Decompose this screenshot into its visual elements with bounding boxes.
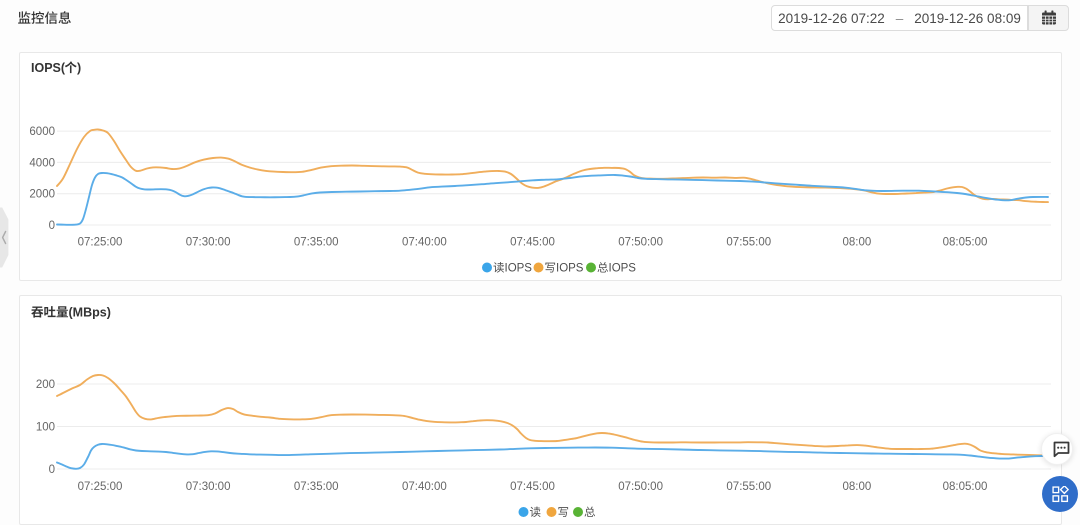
svg-text:07:50:00: 07:50:00 [618, 236, 663, 248]
svg-text:07:55:00: 07:55:00 [726, 481, 771, 493]
svg-text:07:40:00: 07:40:00 [402, 481, 447, 493]
svg-text:(MBps): (MBps) [69, 306, 111, 320]
svg-text:07:40:00: 07:40:00 [402, 236, 447, 248]
svg-text:0: 0 [49, 464, 55, 476]
svg-text:08:05:00: 08:05:00 [943, 481, 988, 493]
svg-text:IOPS: IOPS [556, 263, 584, 275]
svg-text:07:50:00: 07:50:00 [618, 481, 663, 493]
svg-text:100: 100 [36, 422, 55, 434]
svg-text:08:05:00: 08:05:00 [943, 236, 988, 248]
svg-text:2000: 2000 [29, 189, 55, 201]
svg-text:IOPS: IOPS [505, 263, 533, 275]
svg-text:): ) [77, 61, 81, 75]
svg-text:IOPS(: IOPS( [31, 61, 66, 75]
svg-text:07:25:00: 07:25:00 [78, 236, 123, 248]
svg-text:07:25:00: 07:25:00 [78, 481, 123, 493]
svg-text:08:00: 08:00 [843, 481, 872, 493]
svg-text:07:45:00: 07:45:00 [510, 236, 555, 248]
svg-text:07:35:00: 07:35:00 [294, 481, 339, 493]
svg-text:07:45:00: 07:45:00 [510, 481, 555, 493]
svg-text:IOPS: IOPS [609, 263, 637, 275]
svg-text:0: 0 [49, 220, 55, 232]
svg-text:200: 200 [36, 379, 55, 391]
svg-text:08:00: 08:00 [843, 236, 872, 248]
svg-text:6000: 6000 [29, 126, 55, 138]
svg-text:07:30:00: 07:30:00 [186, 236, 231, 248]
svg-text:4000: 4000 [29, 157, 55, 169]
svg-text:07:30:00: 07:30:00 [186, 481, 231, 493]
svg-text:07:35:00: 07:35:00 [294, 236, 339, 248]
svg-text:07:55:00: 07:55:00 [726, 236, 771, 248]
